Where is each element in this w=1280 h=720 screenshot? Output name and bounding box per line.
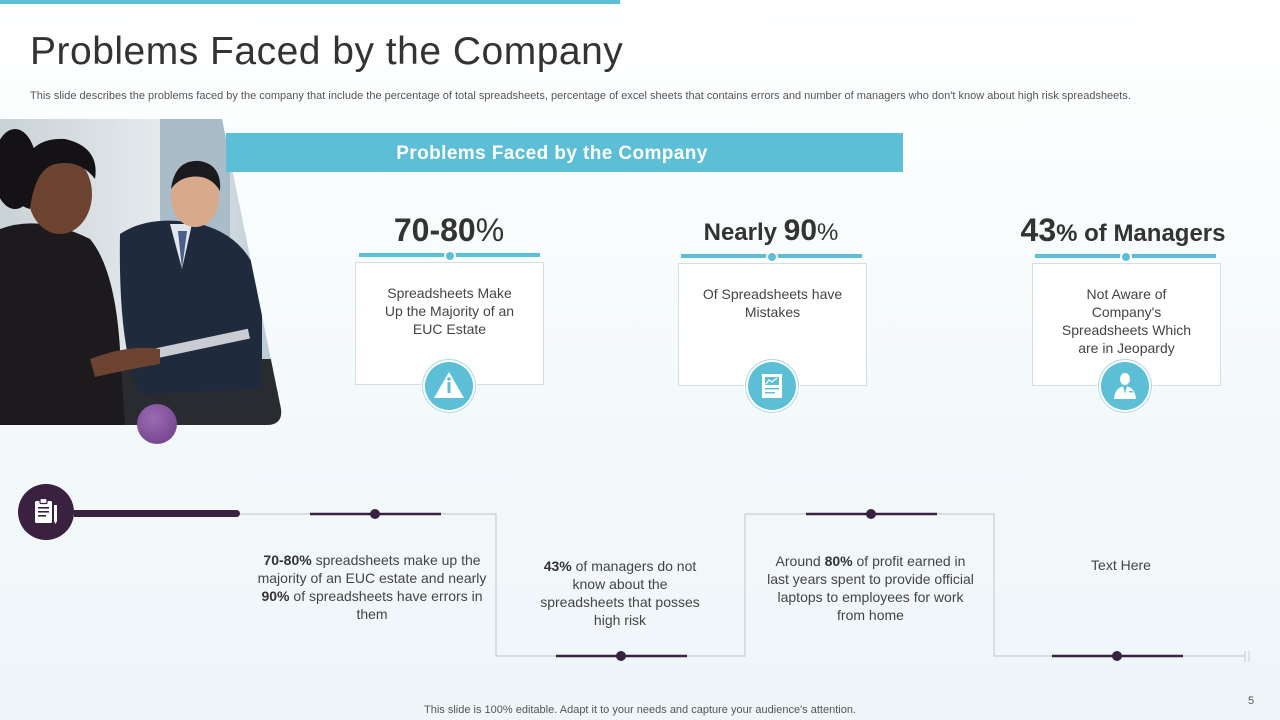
warning-icon: [421, 358, 477, 414]
step-text: of managers do not know about the spread…: [540, 558, 700, 628]
step-highlight: 80%: [824, 553, 853, 569]
section-banner-label: Problems Faced by the Company: [396, 143, 708, 164]
page-number: 5: [1248, 695, 1255, 707]
step-text: spreadsheets make up the majority of an …: [257, 552, 487, 586]
step-highlight: 90%: [261, 588, 290, 604]
timeline-step-1: 70-80% spreadsheets make up the majority…: [252, 551, 492, 623]
stat-underline-dot: [1120, 251, 1132, 263]
stat-unit: % of Managers: [1056, 220, 1226, 247]
clipboard-icon: [35, 497, 57, 524]
step-highlight: 70-80%: [263, 552, 312, 568]
step-text: Around: [775, 553, 825, 569]
stat-underline-dot: [444, 250, 456, 262]
decorative-purple-dot: [137, 404, 177, 444]
clipboard-badge: [18, 484, 74, 540]
timeline-step-3: Around 80% of profit earned in last year…: [763, 552, 978, 624]
stat-70-80-percent: 70-80%: [356, 212, 542, 249]
step-text: of profit earned in last years spent to …: [767, 553, 974, 623]
step-text: of spreadsheets have errors in them: [289, 588, 483, 622]
page-title: Problems Faced by the Company: [30, 30, 624, 73]
stat-underline-dot: [766, 251, 778, 263]
stat-nearly-90-percent: Nearly 90%: [678, 214, 864, 248]
timeline-step-2: 43% of managers do not know about the sp…: [530, 557, 710, 629]
section-banner: [226, 133, 903, 172]
footer-note: This slide is 100% editable. Adapt it to…: [424, 704, 856, 716]
stat-unit: %: [475, 212, 505, 248]
manager-icon: [1097, 358, 1153, 414]
stat-description: Spreadsheets Make Up the Majority of an …: [384, 285, 515, 337]
stat-description: Of Spreadsheets have Mistakes: [702, 286, 843, 320]
stat-prefix: Nearly: [703, 219, 784, 246]
page-subtitle: This slide describes the problems faced …: [30, 90, 1131, 102]
step-text: Text Here: [1091, 557, 1151, 573]
stat-43-percent-managers: 43% of Managers: [1005, 212, 1241, 249]
stat-value: 70-80: [393, 212, 476, 248]
step-highlight: 43%: [543, 558, 572, 574]
top-accent-bar: [0, 0, 620, 4]
stat-value: 43: [1020, 212, 1057, 248]
stat-description: Not Aware of Company's Spreadsheets Whic…: [1061, 286, 1192, 356]
timeline-step-4: Text Here: [1030, 556, 1212, 574]
timeline-start-bar: [74, 510, 240, 517]
stat-value: 90: [783, 214, 818, 247]
spreadsheet-chart-icon: [744, 358, 800, 414]
stat-unit: %: [817, 219, 839, 246]
